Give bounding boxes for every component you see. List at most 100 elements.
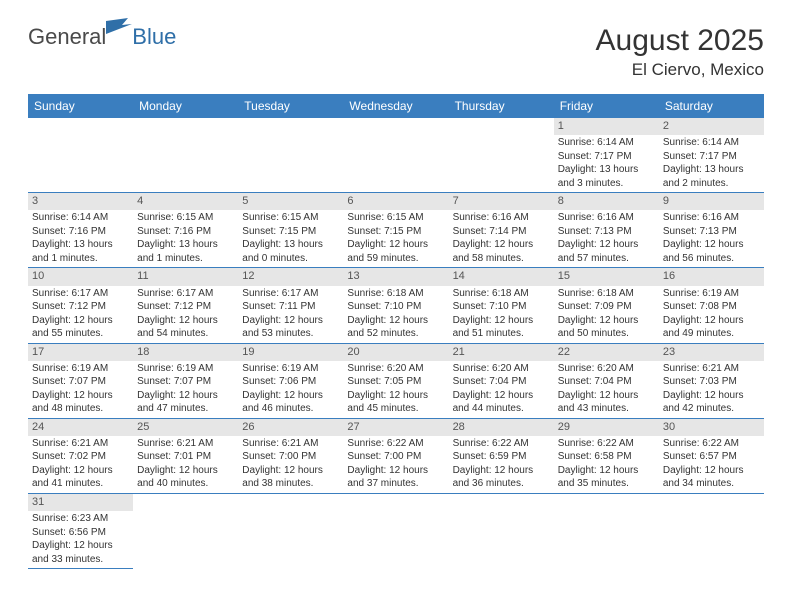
day-number: 10 <box>28 268 133 285</box>
logo-text-blue: Blue <box>132 24 176 50</box>
day-details: Sunrise: 6:22 AMSunset: 6:59 PMDaylight:… <box>449 436 554 493</box>
day-details: Sunrise: 6:22 AMSunset: 6:57 PMDaylight:… <box>659 436 764 493</box>
calendar-cell <box>343 118 448 193</box>
day-number: 14 <box>449 268 554 285</box>
calendar-cell: 16Sunrise: 6:19 AMSunset: 7:08 PMDayligh… <box>659 268 764 343</box>
day-number: 21 <box>449 344 554 361</box>
calendar-cell <box>659 493 764 568</box>
day-number: 11 <box>133 268 238 285</box>
weekday-header: Tuesday <box>238 94 343 118</box>
flag-icon <box>106 14 132 40</box>
day-number: 12 <box>238 268 343 285</box>
calendar-cell: 20Sunrise: 6:20 AMSunset: 7:05 PMDayligh… <box>343 343 448 418</box>
calendar-cell: 28Sunrise: 6:22 AMSunset: 6:59 PMDayligh… <box>449 418 554 493</box>
day-details: Sunrise: 6:20 AMSunset: 7:05 PMDaylight:… <box>343 361 448 418</box>
calendar-row: 3Sunrise: 6:14 AMSunset: 7:16 PMDaylight… <box>28 193 764 268</box>
day-number: 26 <box>238 419 343 436</box>
day-details: Sunrise: 6:18 AMSunset: 7:09 PMDaylight:… <box>554 286 659 343</box>
day-number: 20 <box>343 344 448 361</box>
day-number: 28 <box>449 419 554 436</box>
day-details: Sunrise: 6:15 AMSunset: 7:15 PMDaylight:… <box>343 210 448 267</box>
calendar-cell <box>133 118 238 193</box>
calendar-table: SundayMondayTuesdayWednesdayThursdayFrid… <box>28 94 764 569</box>
calendar-cell: 24Sunrise: 6:21 AMSunset: 7:02 PMDayligh… <box>28 418 133 493</box>
day-details: Sunrise: 6:19 AMSunset: 7:07 PMDaylight:… <box>133 361 238 418</box>
day-details: Sunrise: 6:19 AMSunset: 7:06 PMDaylight:… <box>238 361 343 418</box>
day-number: 5 <box>238 193 343 210</box>
calendar-cell: 27Sunrise: 6:22 AMSunset: 7:00 PMDayligh… <box>343 418 448 493</box>
calendar-cell: 13Sunrise: 6:18 AMSunset: 7:10 PMDayligh… <box>343 268 448 343</box>
header: General Blue August 2025 El Ciervo, Mexi… <box>28 24 764 80</box>
day-number: 27 <box>343 419 448 436</box>
weekday-header: Sunday <box>28 94 133 118</box>
calendar-body: 1Sunrise: 6:14 AMSunset: 7:17 PMDaylight… <box>28 118 764 569</box>
calendar-cell <box>554 493 659 568</box>
day-number: 13 <box>343 268 448 285</box>
weekday-header-row: SundayMondayTuesdayWednesdayThursdayFrid… <box>28 94 764 118</box>
calendar-cell: 8Sunrise: 6:16 AMSunset: 7:13 PMDaylight… <box>554 193 659 268</box>
calendar-cell: 22Sunrise: 6:20 AMSunset: 7:04 PMDayligh… <box>554 343 659 418</box>
day-details: Sunrise: 6:15 AMSunset: 7:16 PMDaylight:… <box>133 210 238 267</box>
day-details: Sunrise: 6:14 AMSunset: 7:17 PMDaylight:… <box>554 135 659 192</box>
day-details: Sunrise: 6:21 AMSunset: 7:03 PMDaylight:… <box>659 361 764 418</box>
day-details: Sunrise: 6:20 AMSunset: 7:04 PMDaylight:… <box>554 361 659 418</box>
calendar-cell: 4Sunrise: 6:15 AMSunset: 7:16 PMDaylight… <box>133 193 238 268</box>
calendar-cell: 31Sunrise: 6:23 AMSunset: 6:56 PMDayligh… <box>28 493 133 568</box>
day-details: Sunrise: 6:19 AMSunset: 7:08 PMDaylight:… <box>659 286 764 343</box>
day-number: 6 <box>343 193 448 210</box>
calendar-cell: 15Sunrise: 6:18 AMSunset: 7:09 PMDayligh… <box>554 268 659 343</box>
calendar-cell: 26Sunrise: 6:21 AMSunset: 7:00 PMDayligh… <box>238 418 343 493</box>
day-details: Sunrise: 6:17 AMSunset: 7:11 PMDaylight:… <box>238 286 343 343</box>
weekday-header: Saturday <box>659 94 764 118</box>
day-details: Sunrise: 6:14 AMSunset: 7:16 PMDaylight:… <box>28 210 133 267</box>
weekday-header: Wednesday <box>343 94 448 118</box>
day-number: 16 <box>659 268 764 285</box>
day-details: Sunrise: 6:16 AMSunset: 7:14 PMDaylight:… <box>449 210 554 267</box>
calendar-cell: 11Sunrise: 6:17 AMSunset: 7:12 PMDayligh… <box>133 268 238 343</box>
calendar-cell <box>449 118 554 193</box>
calendar-row: 24Sunrise: 6:21 AMSunset: 7:02 PMDayligh… <box>28 418 764 493</box>
day-details: Sunrise: 6:23 AMSunset: 6:56 PMDaylight:… <box>28 511 133 568</box>
weekday-header: Monday <box>133 94 238 118</box>
weekday-header: Thursday <box>449 94 554 118</box>
calendar-cell: 18Sunrise: 6:19 AMSunset: 7:07 PMDayligh… <box>133 343 238 418</box>
day-details: Sunrise: 6:16 AMSunset: 7:13 PMDaylight:… <box>659 210 764 267</box>
calendar-cell: 19Sunrise: 6:19 AMSunset: 7:06 PMDayligh… <box>238 343 343 418</box>
logo: General Blue <box>28 24 176 50</box>
day-number: 31 <box>28 494 133 511</box>
calendar-cell: 2Sunrise: 6:14 AMSunset: 7:17 PMDaylight… <box>659 118 764 193</box>
day-details: Sunrise: 6:17 AMSunset: 7:12 PMDaylight:… <box>28 286 133 343</box>
day-number: 2 <box>659 118 764 135</box>
day-details: Sunrise: 6:16 AMSunset: 7:13 PMDaylight:… <box>554 210 659 267</box>
calendar-cell: 30Sunrise: 6:22 AMSunset: 6:57 PMDayligh… <box>659 418 764 493</box>
day-details: Sunrise: 6:20 AMSunset: 7:04 PMDaylight:… <box>449 361 554 418</box>
day-number: 15 <box>554 268 659 285</box>
calendar-cell: 25Sunrise: 6:21 AMSunset: 7:01 PMDayligh… <box>133 418 238 493</box>
day-details: Sunrise: 6:18 AMSunset: 7:10 PMDaylight:… <box>449 286 554 343</box>
calendar-row: 10Sunrise: 6:17 AMSunset: 7:12 PMDayligh… <box>28 268 764 343</box>
calendar-cell: 21Sunrise: 6:20 AMSunset: 7:04 PMDayligh… <box>449 343 554 418</box>
calendar-cell: 10Sunrise: 6:17 AMSunset: 7:12 PMDayligh… <box>28 268 133 343</box>
day-number: 19 <box>238 344 343 361</box>
day-number: 8 <box>554 193 659 210</box>
day-details: Sunrise: 6:21 AMSunset: 7:01 PMDaylight:… <box>133 436 238 493</box>
day-number: 17 <box>28 344 133 361</box>
calendar-row: 31Sunrise: 6:23 AMSunset: 6:56 PMDayligh… <box>28 493 764 568</box>
calendar-cell: 5Sunrise: 6:15 AMSunset: 7:15 PMDaylight… <box>238 193 343 268</box>
calendar-cell: 3Sunrise: 6:14 AMSunset: 7:16 PMDaylight… <box>28 193 133 268</box>
calendar-cell <box>343 493 448 568</box>
weekday-header: Friday <box>554 94 659 118</box>
day-number: 25 <box>133 419 238 436</box>
calendar-cell <box>133 493 238 568</box>
day-number: 4 <box>133 193 238 210</box>
calendar-cell: 14Sunrise: 6:18 AMSunset: 7:10 PMDayligh… <box>449 268 554 343</box>
day-details: Sunrise: 6:15 AMSunset: 7:15 PMDaylight:… <box>238 210 343 267</box>
day-details: Sunrise: 6:21 AMSunset: 7:02 PMDaylight:… <box>28 436 133 493</box>
calendar-cell: 7Sunrise: 6:16 AMSunset: 7:14 PMDaylight… <box>449 193 554 268</box>
day-details: Sunrise: 6:19 AMSunset: 7:07 PMDaylight:… <box>28 361 133 418</box>
calendar-cell <box>238 493 343 568</box>
calendar-cell: 17Sunrise: 6:19 AMSunset: 7:07 PMDayligh… <box>28 343 133 418</box>
calendar-cell: 9Sunrise: 6:16 AMSunset: 7:13 PMDaylight… <box>659 193 764 268</box>
calendar-cell: 29Sunrise: 6:22 AMSunset: 6:58 PMDayligh… <box>554 418 659 493</box>
day-details: Sunrise: 6:21 AMSunset: 7:00 PMDaylight:… <box>238 436 343 493</box>
